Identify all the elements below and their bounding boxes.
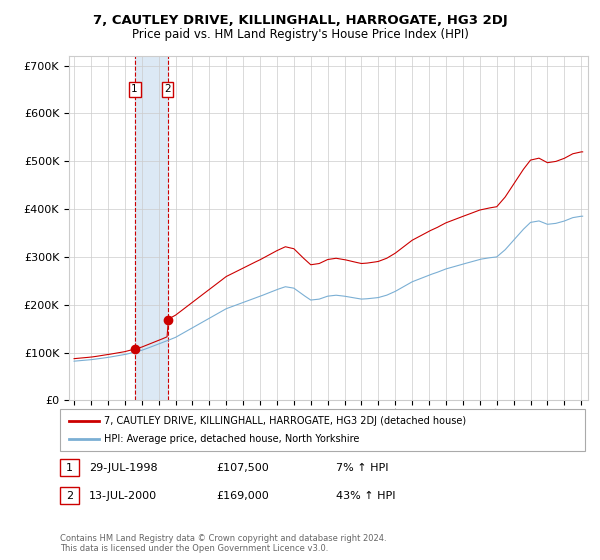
Text: HPI: Average price, detached house, North Yorkshire: HPI: Average price, detached house, Nort… — [104, 434, 359, 444]
Text: 29-JUL-1998: 29-JUL-1998 — [89, 463, 157, 473]
Text: Price paid vs. HM Land Registry's House Price Index (HPI): Price paid vs. HM Land Registry's House … — [131, 28, 469, 41]
Bar — [134, 56, 167, 400]
Text: Contains HM Land Registry data © Crown copyright and database right 2024.
This d: Contains HM Land Registry data © Crown c… — [60, 534, 386, 553]
Text: 13-JUL-2000: 13-JUL-2000 — [89, 491, 157, 501]
Text: £107,500: £107,500 — [216, 463, 269, 473]
Text: 1: 1 — [131, 85, 138, 95]
Text: £169,000: £169,000 — [216, 491, 269, 501]
Text: 7, CAUTLEY DRIVE, KILLINGHALL, HARROGATE, HG3 2DJ (detached house): 7, CAUTLEY DRIVE, KILLINGHALL, HARROGATE… — [104, 416, 466, 426]
Text: 7% ↑ HPI: 7% ↑ HPI — [336, 463, 389, 473]
Text: 2: 2 — [164, 85, 171, 95]
Text: 43% ↑ HPI: 43% ↑ HPI — [336, 491, 395, 501]
Text: 7, CAUTLEY DRIVE, KILLINGHALL, HARROGATE, HG3 2DJ: 7, CAUTLEY DRIVE, KILLINGHALL, HARROGATE… — [92, 14, 508, 27]
Text: 1: 1 — [66, 463, 73, 473]
Text: 2: 2 — [66, 491, 73, 501]
